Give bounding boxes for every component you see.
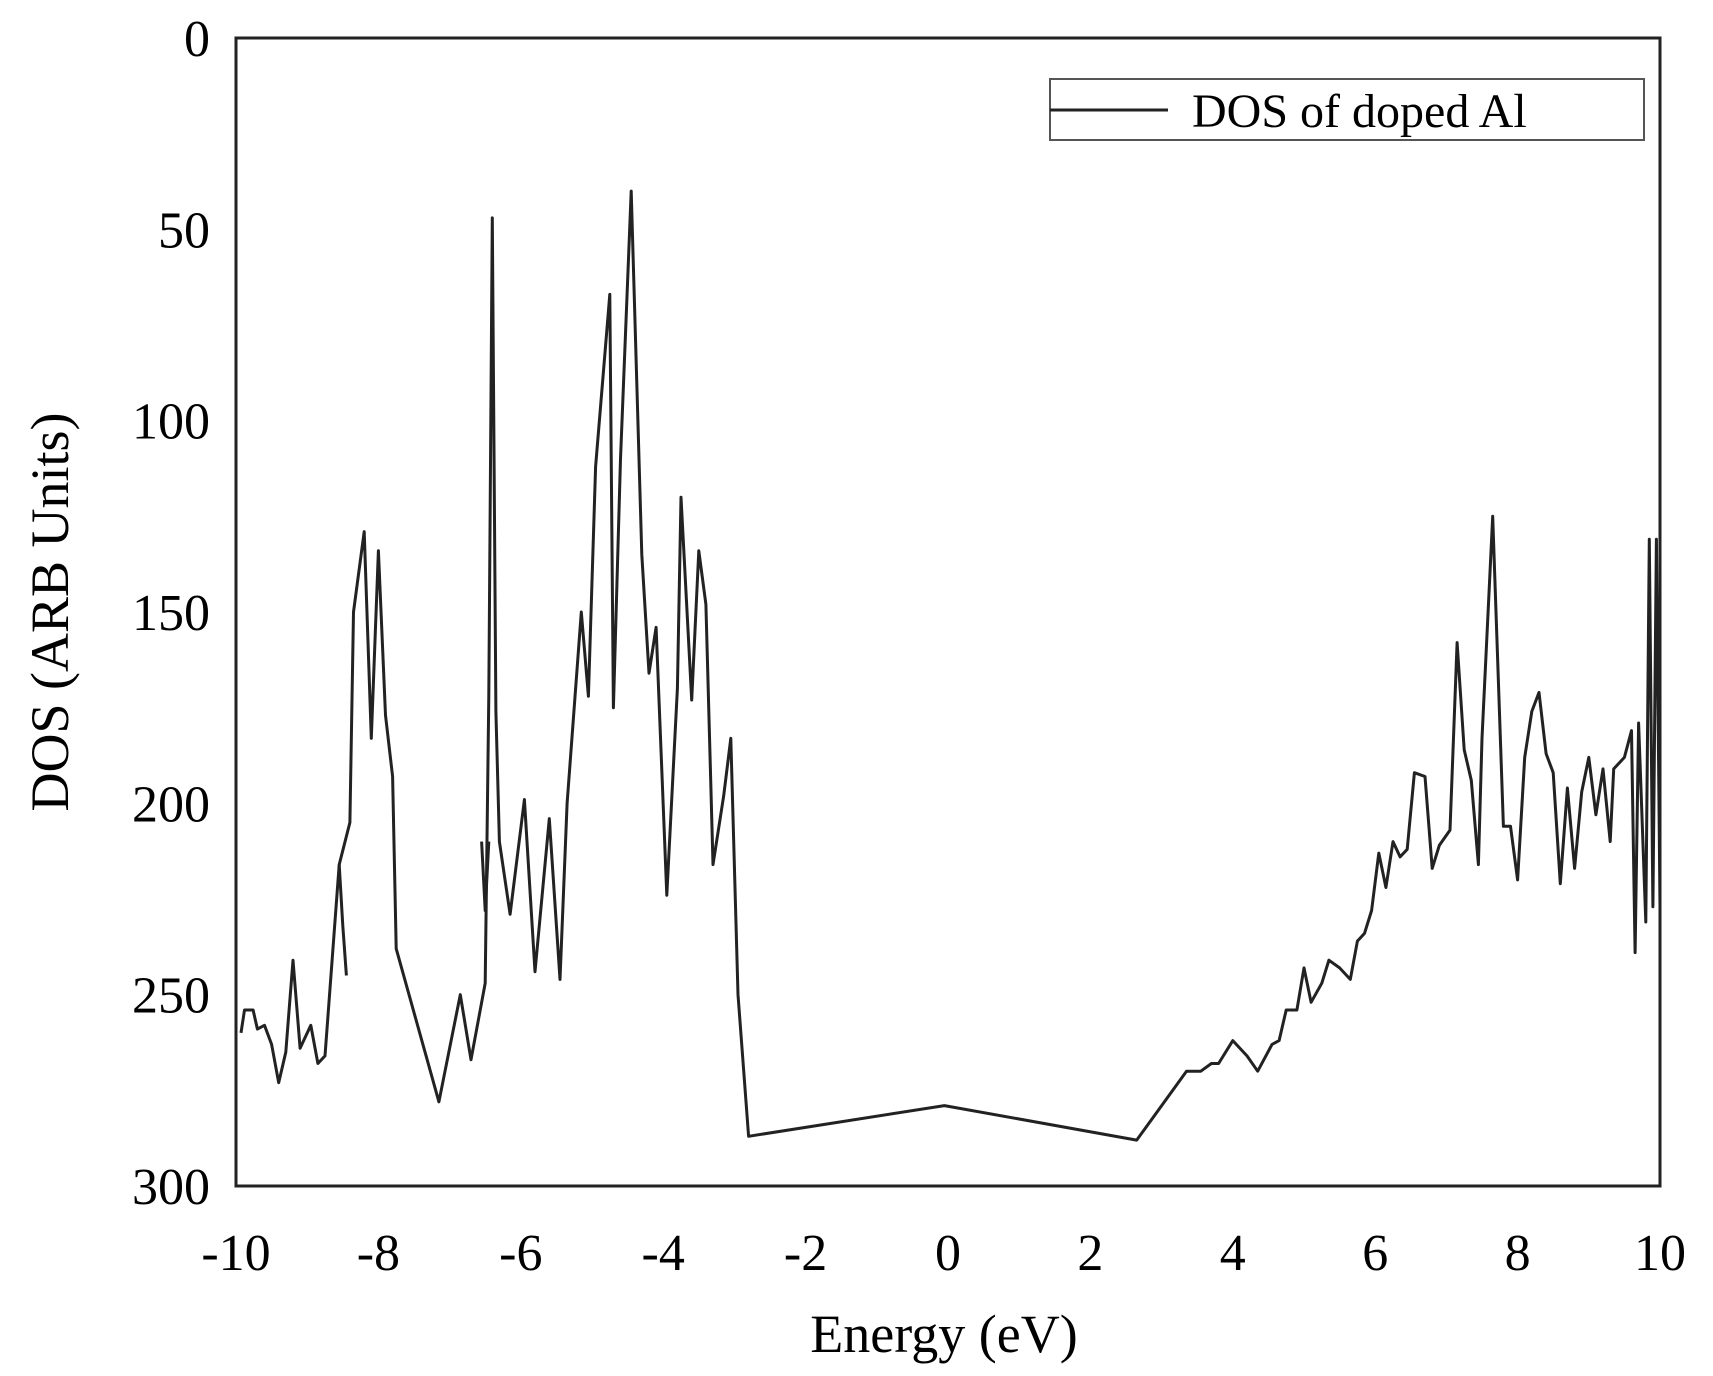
x-tick-label: 10 [1634,1225,1686,1282]
series-line-dos-doped-al [337,864,348,976]
legend-label: DOS of doped Al [1192,85,1527,138]
series-line-dos-doped-al [239,189,1662,1142]
y-tick-label: 100 [132,394,210,451]
plot-frame [234,36,1662,1188]
y-tick-label: 200 [132,776,210,833]
legend-box [1049,78,1645,141]
x-tick-label: 2 [1077,1225,1103,1282]
x-tick-label: 0 [935,1225,961,1282]
legend: DOS of doped Al [1049,78,1645,141]
y-tick-label: 0 [184,11,210,68]
y-axis-title: DOS (ARB Units) [20,412,80,811]
x-tick-label: 4 [1220,1225,1246,1282]
y-axis-ticks: 0 50 100 150 200 250 300 [132,11,210,1216]
series-line-dos-doped-al [480,841,491,912]
x-tick-label: 8 [1505,1225,1531,1282]
x-tick-label: -8 [357,1225,400,1282]
x-axis-title: Energy (eV) [810,1304,1077,1364]
x-tick-label: -4 [642,1225,685,1282]
y-tick-label: 50 [158,202,210,259]
x-tick-label: -2 [784,1225,827,1282]
y-tick-label: 250 [132,968,210,1025]
x-tick-label: -6 [499,1225,542,1282]
series-layer [239,189,1662,1142]
x-tick-label: -10 [201,1225,270,1282]
y-tick-label: 150 [132,585,210,642]
x-tick-label: 6 [1362,1225,1388,1282]
x-axis-ticks: -10 -8 -6 -4 -2 0 2 4 6 8 10 [201,1225,1686,1282]
y-tick-label: 300 [132,1159,210,1216]
